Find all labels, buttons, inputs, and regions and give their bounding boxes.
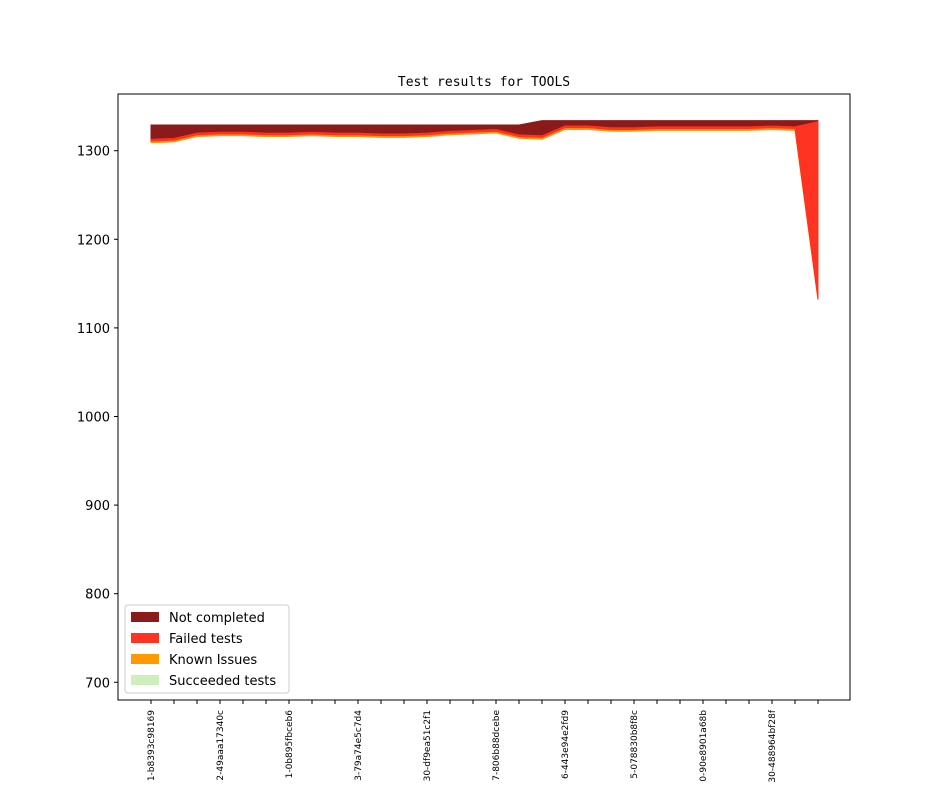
area <box>150 120 819 139</box>
y-tick-label: 1100 <box>77 322 110 337</box>
legend-label: Succeeded tests <box>169 674 276 689</box>
x-tick-label: 2-49aaa17340c <box>216 710 226 781</box>
y-tick-label: 1000 <box>77 410 110 425</box>
legend-swatch <box>131 675 159 685</box>
legend-swatch <box>131 612 159 622</box>
legend-label: Not completed <box>169 611 265 626</box>
plot-frame <box>117 93 851 701</box>
x-tick-label: 30-df9ea51c2f1 <box>423 710 433 781</box>
area <box>150 119 819 300</box>
x-tick-label: 7-806b88dcebe <box>492 710 502 781</box>
legend-swatch <box>131 633 159 643</box>
area <box>150 127 819 300</box>
x-tick-label: 5-078830b8f8c <box>630 710 640 779</box>
x-tick-label: 1-b8393c98169 <box>147 710 157 781</box>
legend-label: Failed tests <box>169 632 243 647</box>
legend-box <box>124 604 290 694</box>
y-tick-label: 900 <box>85 499 110 514</box>
y-tick-label: 800 <box>85 588 110 603</box>
y-tick-label: 700 <box>85 676 110 691</box>
legend: Not completed Failed tests Known Issues Suc… <box>124 604 290 694</box>
x-tick-label: 0-90e8901a68b <box>699 710 709 782</box>
chart-title: Test results for TOOLS <box>398 75 570 90</box>
legend-label: Known Issues <box>169 653 257 668</box>
x-tick-label: 6-443e94e2fd9 <box>561 710 571 779</box>
x-tick-label: 1-0b895fbceb6 <box>285 710 295 779</box>
legend-swatch <box>131 654 159 664</box>
x-tick-label: 3-79a74e5c7d4 <box>354 710 364 781</box>
x-tick-label: 30-488964bf28f <box>768 709 778 782</box>
y-tick-label: 1200 <box>77 233 110 248</box>
y-tick-label: 1300 <box>77 145 110 160</box>
